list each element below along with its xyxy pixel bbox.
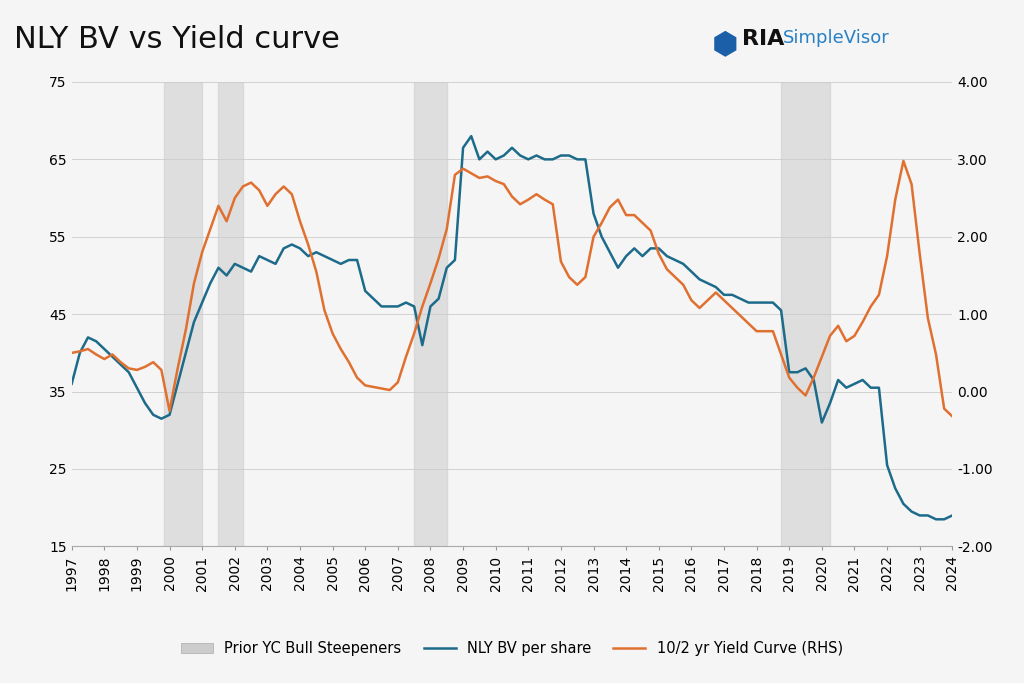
- Text: ⬢: ⬢: [712, 31, 738, 59]
- Bar: [164, 82, 202, 546]
- Text: NLY BV vs Yield curve: NLY BV vs Yield curve: [14, 25, 340, 54]
- Legend: Prior YC Bull Steepeners, NLY BV per share, 10/2 yr Yield Curve (RHS): Prior YC Bull Steepeners, NLY BV per sha…: [175, 635, 849, 663]
- Text: RIA: RIA: [742, 29, 784, 48]
- Bar: [414, 82, 446, 546]
- Text: SimpleVisor: SimpleVisor: [783, 29, 890, 46]
- Bar: [218, 82, 243, 546]
- Bar: [781, 82, 830, 546]
